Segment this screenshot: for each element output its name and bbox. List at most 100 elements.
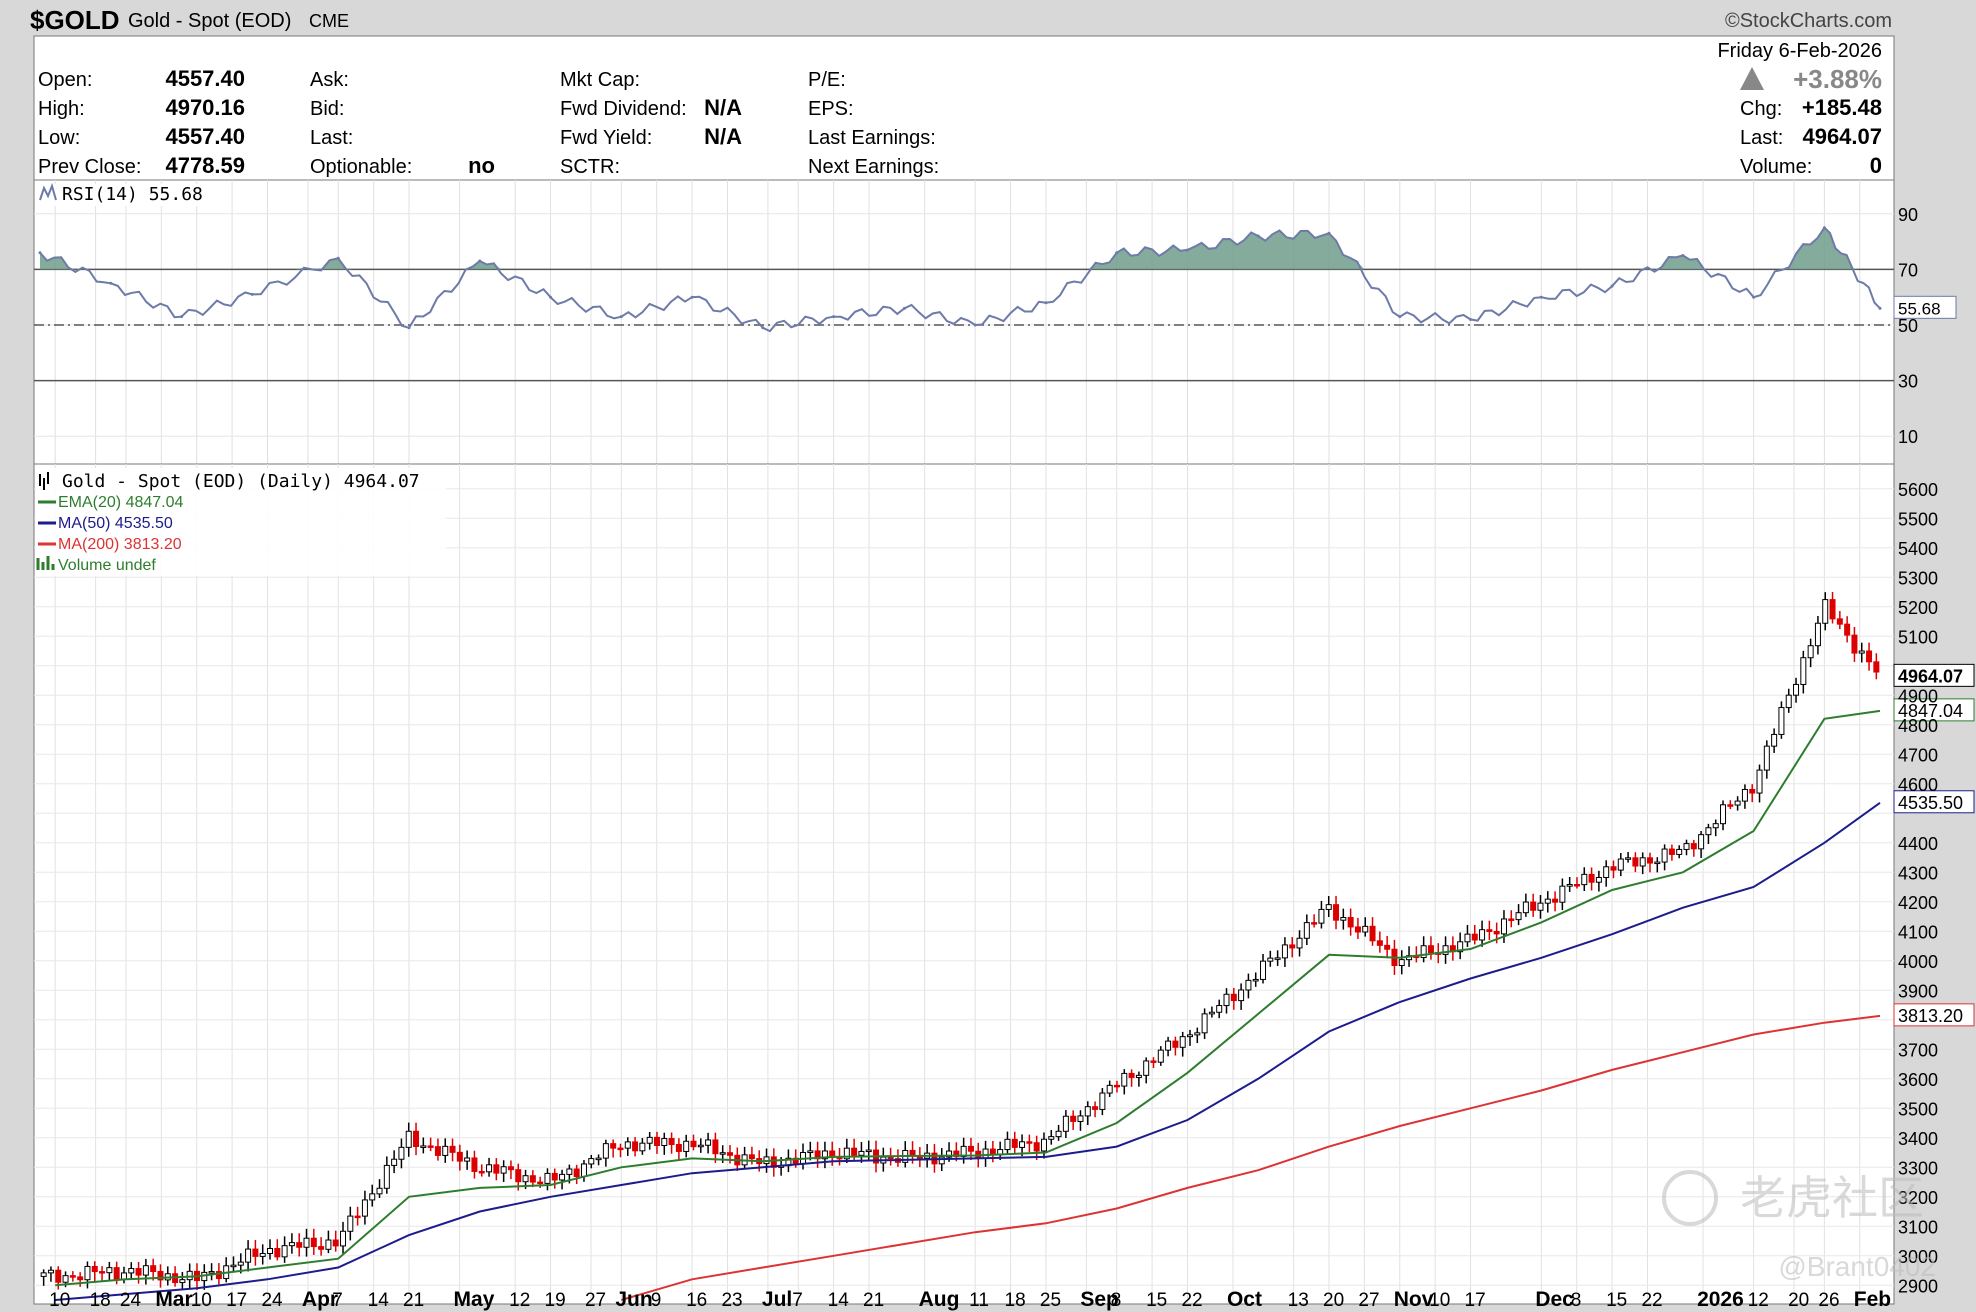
candle-body	[537, 1181, 544, 1185]
x-tick-label: 11	[969, 1290, 989, 1311]
candle-body	[1252, 978, 1259, 982]
candle-body	[340, 1230, 347, 1247]
candle-body	[464, 1157, 471, 1162]
price-tick-label: 3300	[1898, 1158, 1938, 1178]
candle-body	[967, 1145, 974, 1152]
rsi-point	[761, 326, 765, 330]
quote-value: N/A	[704, 95, 742, 120]
rsi-point	[1681, 254, 1685, 257]
x-tick-label: Feb	[1854, 1288, 1891, 1311]
candle-body	[690, 1140, 697, 1148]
candle-body	[544, 1172, 551, 1184]
rsi-current-label: 55.68	[1898, 299, 1941, 318]
moving-average-line	[55, 709, 1881, 1287]
candle-body	[705, 1139, 712, 1146]
candle-body	[1573, 883, 1580, 887]
candle-body	[1654, 861, 1661, 865]
price-tick-label: 4000	[1898, 952, 1938, 972]
x-tick-label: Mar	[155, 1288, 192, 1311]
rsi-point	[1610, 284, 1614, 288]
candle-body	[1515, 912, 1522, 921]
rsi-point	[336, 256, 340, 260]
x-tick-label: 22	[1641, 1290, 1662, 1311]
legend-entry: MA(50) 4535.50	[58, 515, 173, 532]
value-label: 4535.50	[1898, 793, 1963, 813]
candle-body	[1033, 1142, 1040, 1152]
price-tick-label: 3700	[1898, 1040, 1938, 1060]
quote-value: 4964.07	[1802, 124, 1882, 149]
candle-body	[668, 1138, 675, 1145]
value-label: 4964.07	[1898, 666, 1963, 686]
exchange-label: CME	[309, 11, 349, 31]
candle-body	[1727, 804, 1734, 807]
x-tick-label: 8	[1111, 1290, 1122, 1311]
price-tick-label: 4600	[1898, 775, 1938, 795]
quote-value: 0	[1870, 153, 1882, 178]
candle-body	[1632, 857, 1639, 867]
quote-label: Mkt Cap:	[560, 69, 640, 91]
price-legend: Gold - Spot (EOD) (Daily) 4964.07 EMA(20)…	[36, 468, 446, 576]
price-tick-label: 4100	[1898, 922, 1938, 942]
x-tick-label: 25	[1040, 1290, 1061, 1311]
price-tick-label: 4800	[1898, 716, 1938, 736]
candle-body	[1369, 925, 1376, 942]
x-tick-label: 10	[1429, 1290, 1450, 1311]
quote-label: SCTR:	[560, 156, 620, 178]
candle-body	[1866, 650, 1873, 663]
candle-body	[186, 1270, 193, 1281]
quote-value: no	[468, 153, 495, 178]
candle-body	[252, 1248, 259, 1257]
candle-body	[1084, 1106, 1091, 1117]
candle-body	[646, 1136, 653, 1144]
quote-label: EPS:	[808, 98, 854, 120]
candle-body	[1639, 857, 1646, 867]
candle-body	[1216, 1005, 1223, 1013]
candle-body	[1048, 1136, 1055, 1140]
quote-label: Optionable:	[310, 156, 412, 178]
up-arrow-icon	[1740, 67, 1764, 90]
candle-body	[1427, 945, 1434, 954]
x-tick-label: Jun	[615, 1288, 652, 1311]
candle-body	[1340, 916, 1347, 921]
candle-body	[595, 1157, 602, 1161]
candle-body	[69, 1275, 76, 1278]
candle-body	[1354, 926, 1361, 933]
rsi-point	[1539, 295, 1543, 299]
candle-body	[1603, 866, 1610, 878]
candle-body	[1070, 1115, 1077, 1122]
candle-body	[1194, 1032, 1201, 1036]
quote-label: Low:	[38, 127, 80, 149]
price-tick-label: 3200	[1898, 1188, 1938, 1208]
candle-body	[62, 1275, 69, 1283]
quote-label: P/E:	[808, 69, 846, 91]
candle-body	[413, 1130, 420, 1148]
legend-entry: MA(200) 3813.20	[58, 536, 182, 553]
tiger-logo-icon	[1662, 1170, 1718, 1226]
candle-body	[1172, 1040, 1179, 1048]
candle-body	[1121, 1072, 1128, 1087]
candle-body	[106, 1267, 113, 1274]
value-label-box	[1893, 1003, 1975, 1027]
candle-body	[1026, 1141, 1033, 1144]
candle-body	[1479, 929, 1486, 941]
rsi-point	[1469, 317, 1473, 321]
candle-body	[1756, 769, 1763, 794]
watermark-text: 老虎社区	[1740, 1172, 1924, 1224]
candle-body	[1077, 1115, 1084, 1122]
legend-entry: Volume undef	[58, 557, 156, 574]
candle-body	[719, 1152, 726, 1155]
candle-body	[653, 1136, 660, 1146]
price-tick-label: 3100	[1898, 1217, 1938, 1237]
rsi-point	[832, 315, 836, 319]
x-tick-label: 12	[509, 1290, 530, 1311]
candle-body	[1763, 745, 1770, 771]
candle-body	[77, 1276, 84, 1281]
candle-body	[1223, 993, 1230, 1007]
rsi-point	[1752, 295, 1756, 299]
quote-fields: Open: 4557.40 High: 4970.16 Low: 4557.40 Prev …	[38, 66, 1882, 178]
price-y-axis: 5600 5500 5400 5300 5200 5100 4900 4800 4700 4600…	[1898, 480, 1938, 1297]
x-tick-label: May	[454, 1288, 495, 1311]
rsi-point	[250, 292, 254, 296]
candle-body	[208, 1271, 215, 1274]
rsi-point	[1822, 226, 1826, 230]
